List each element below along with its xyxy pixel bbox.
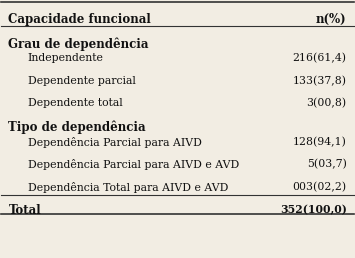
- Text: Independente: Independente: [28, 53, 104, 63]
- Text: 128(94,1): 128(94,1): [293, 137, 346, 147]
- Text: Dependente parcial: Dependente parcial: [28, 76, 136, 86]
- Text: Dependência Total para AIVD e AVD: Dependência Total para AIVD e AVD: [28, 182, 228, 193]
- Text: Tipo de dependência: Tipo de dependência: [9, 121, 146, 134]
- Text: 352(100,0): 352(100,0): [280, 204, 346, 215]
- Text: 133(37,8): 133(37,8): [293, 76, 346, 86]
- Text: Dependente total: Dependente total: [28, 98, 122, 108]
- Text: Total: Total: [9, 204, 41, 217]
- Text: 003(02,2): 003(02,2): [293, 182, 346, 192]
- Text: Grau de dependência: Grau de dependência: [9, 37, 149, 51]
- Text: 5(03,7): 5(03,7): [307, 159, 346, 170]
- Text: Dependência Parcial para AIVD e AVD: Dependência Parcial para AIVD e AVD: [28, 159, 239, 170]
- Text: 3(00,8): 3(00,8): [306, 98, 346, 109]
- Text: Capacidade funcional: Capacidade funcional: [9, 13, 151, 26]
- Text: Dependência Parcial para AIVD: Dependência Parcial para AIVD: [28, 137, 202, 148]
- Text: 216(61,4): 216(61,4): [293, 53, 346, 64]
- Text: n(%): n(%): [316, 13, 346, 26]
